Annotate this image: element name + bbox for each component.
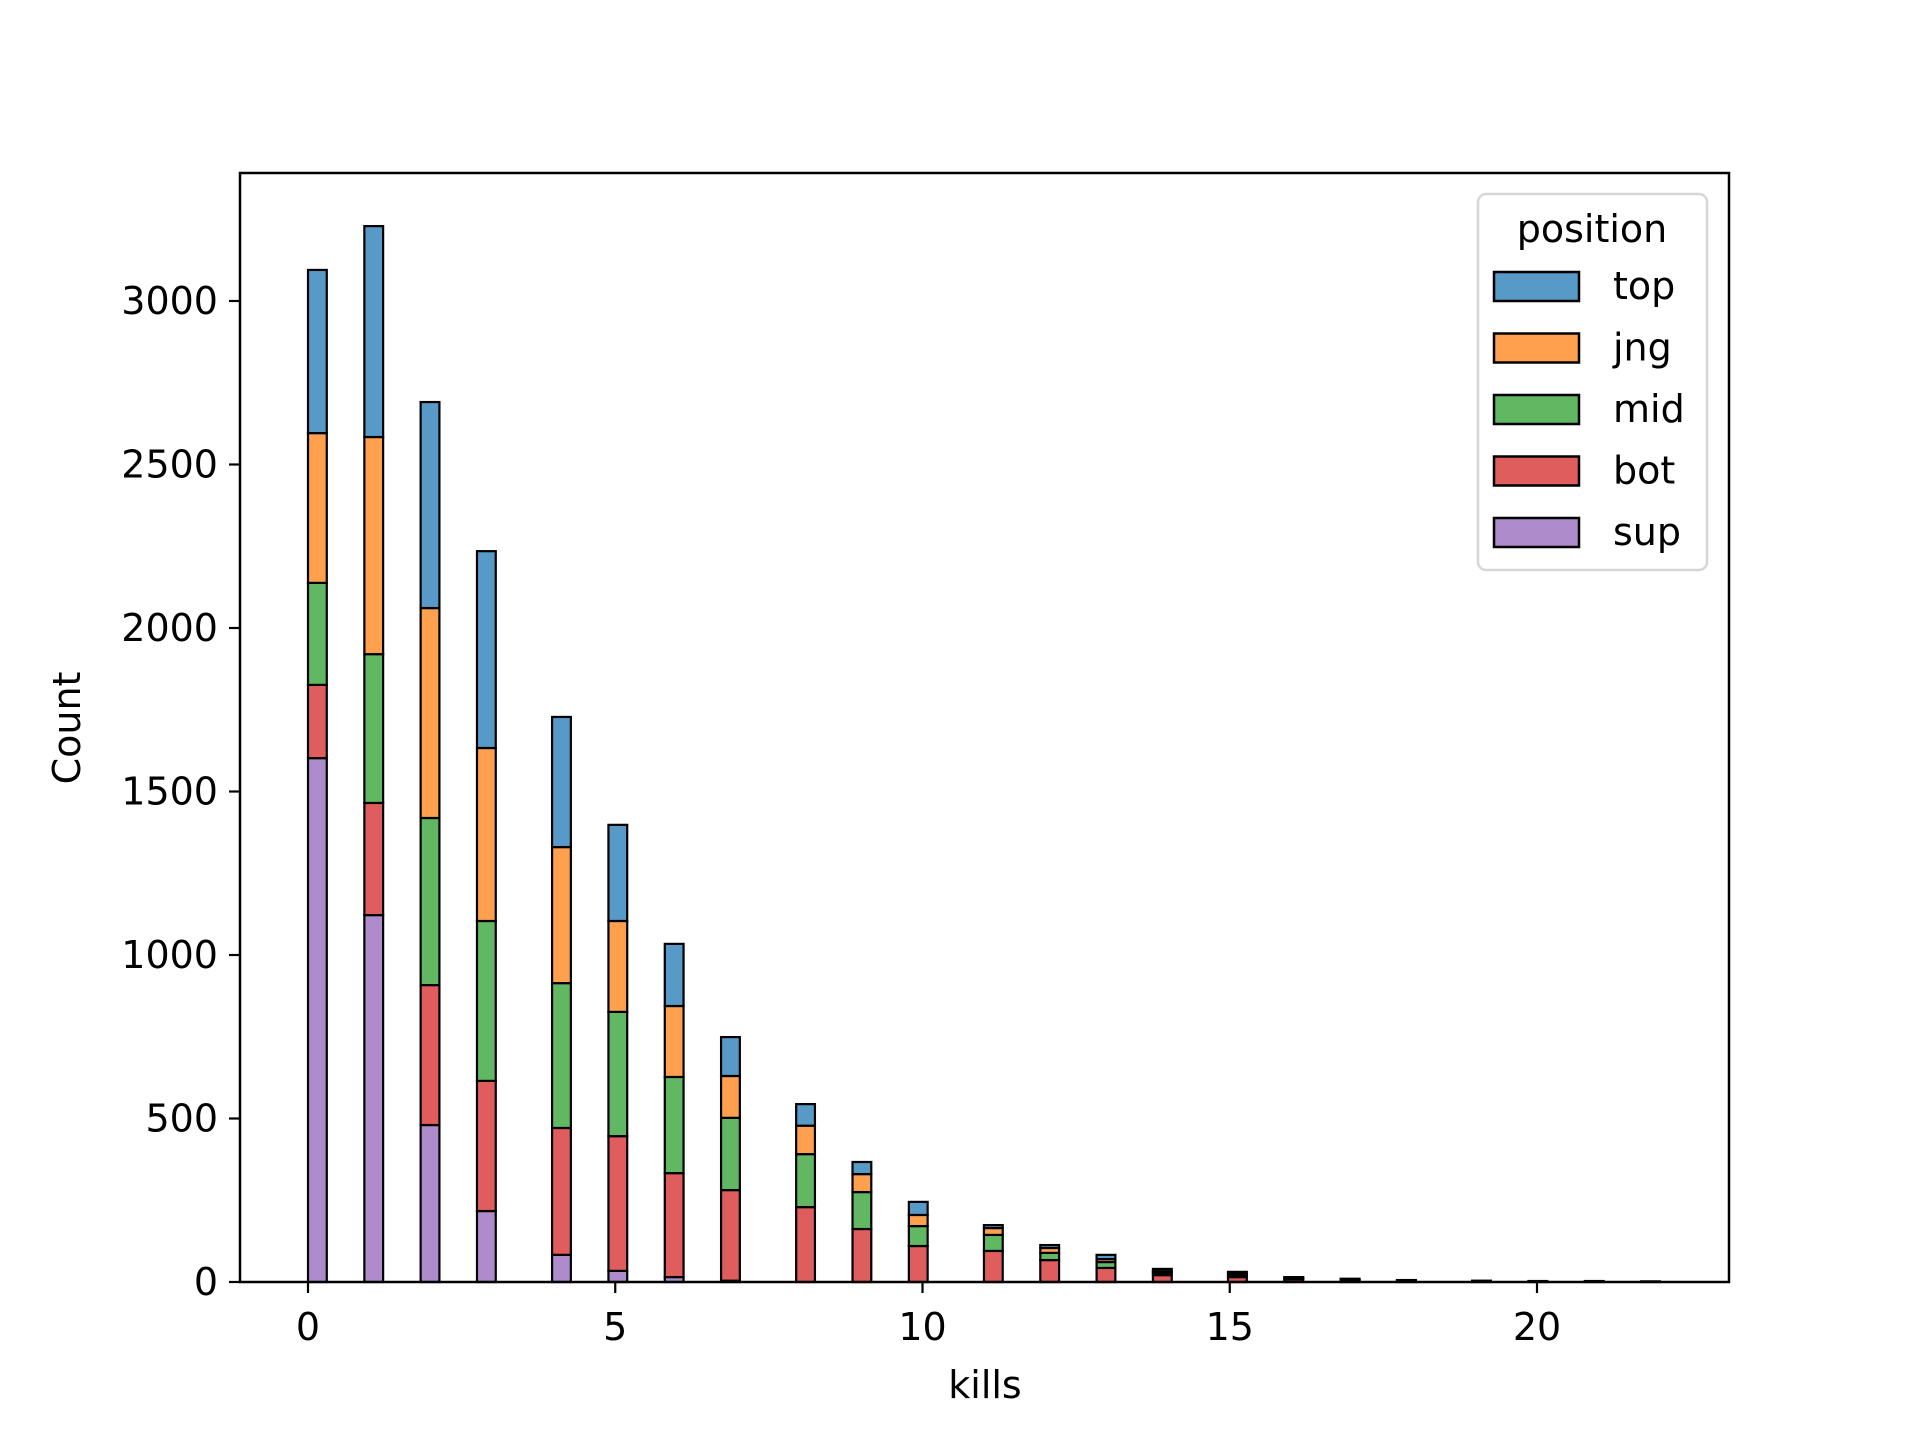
bar-segment-top-kills-10 (909, 1202, 928, 1215)
x-tick-label: 15 (1206, 1305, 1254, 1349)
bar-segment-mid-kills-2 (421, 818, 440, 985)
y-axis-label: Count (45, 672, 89, 785)
bar-segment-jng-kills-6 (665, 1006, 684, 1077)
legend: position top jng mid bot sup (1478, 194, 1707, 570)
bar-segment-sup-kills-4 (552, 1255, 571, 1282)
legend-label: bot (1613, 449, 1675, 493)
legend-title: position (1517, 207, 1668, 251)
bar-segment-top-kills-8 (796, 1104, 815, 1126)
bar-segment-mid-kills-5 (608, 1012, 627, 1136)
bar-segment-top-kills-6 (665, 944, 684, 1006)
bar-segment-bot-kills-13 (1097, 1268, 1116, 1282)
bar-segment-top-kills-11 (984, 1225, 1003, 1228)
bar-segment-top-kills-5 (608, 825, 627, 921)
bar-segment-jng-kills-10 (909, 1215, 928, 1226)
bar-segment-jng-kills-2 (421, 608, 440, 818)
bar-segment-jng-kills-0 (308, 433, 327, 583)
legend-swatch-mid (1494, 395, 1579, 424)
bar-segment-top-kills-2 (421, 402, 440, 608)
legend-swatch-jng (1494, 334, 1579, 363)
bar-segment-sup-kills-0 (308, 758, 327, 1282)
bar-segment-bot-kills-6 (665, 1173, 684, 1277)
y-tick-label: 500 (145, 1097, 218, 1141)
bar-segment-mid-kills-8 (796, 1154, 815, 1207)
y-tick-label: 3000 (121, 279, 218, 323)
legend-label: mid (1613, 387, 1685, 431)
bar-segment-mid-kills-7 (721, 1118, 740, 1190)
legend-label: top (1613, 264, 1675, 308)
x-axis-label: kills (948, 1363, 1021, 1407)
legend-label: sup (1613, 510, 1681, 554)
bar-segment-jng-kills-1 (364, 437, 383, 654)
bar-segment-sup-kills-3 (477, 1211, 496, 1282)
x-tick-label: 0 (296, 1305, 320, 1349)
bar-segment-top-kills-12 (1040, 1245, 1059, 1248)
legend-swatch-sup (1494, 518, 1579, 547)
bar-segment-bot-kills-10 (909, 1246, 928, 1282)
bar-segment-top-kills-1 (364, 226, 383, 437)
x-tick-label: 5 (603, 1305, 627, 1349)
bar-segment-sup-kills-5 (608, 1271, 627, 1282)
bar-segment-top-kills-4 (552, 717, 571, 847)
bar-segment-jng-kills-4 (552, 847, 571, 983)
legend-swatch-top (1494, 272, 1579, 301)
legend-swatch-bot (1494, 457, 1579, 486)
bar-segment-mid-kills-11 (984, 1235, 1003, 1251)
bar-segment-bot-kills-2 (421, 985, 440, 1125)
bar-segment-sup-kills-2 (421, 1125, 440, 1282)
bar-segment-bot-kills-7 (721, 1190, 740, 1281)
bar-segment-mid-kills-9 (853, 1192, 872, 1229)
bar-segment-bot-kills-12 (1040, 1260, 1059, 1282)
bar-segment-bot-kills-0 (308, 685, 327, 758)
bar-segment-jng-kills-9 (853, 1174, 872, 1192)
bar-segment-bot-kills-8 (796, 1207, 815, 1282)
y-tick-label: 2500 (121, 443, 218, 487)
bar-segment-top-kills-17 (1341, 1279, 1360, 1280)
bar-segment-mid-kills-10 (909, 1226, 928, 1246)
bar-segment-top-kills-3 (477, 551, 496, 748)
bar-segment-top-kills-0 (308, 270, 327, 433)
bar-segment-jng-kills-3 (477, 748, 496, 921)
bar-segment-top-kills-9 (853, 1162, 872, 1174)
bar-segment-sup-kills-1 (364, 915, 383, 1282)
bar-segment-mid-kills-1 (364, 654, 383, 803)
bar-segment-top-kills-16 (1284, 1277, 1303, 1278)
bar-segment-top-kills-13 (1097, 1255, 1116, 1259)
bar-segment-bot-kills-5 (608, 1136, 627, 1271)
bar-segment-bot-kills-4 (552, 1128, 571, 1255)
x-tick-label: 20 (1513, 1305, 1561, 1349)
bar-segment-mid-kills-0 (308, 583, 327, 685)
bar-segment-bot-kills-1 (364, 803, 383, 915)
legend-label: jng (1612, 326, 1672, 370)
bar-segment-bot-kills-9 (853, 1229, 872, 1282)
bar-segment-jng-kills-8 (796, 1126, 815, 1154)
bar-segment-bot-kills-11 (984, 1251, 1003, 1282)
bar-segment-mid-kills-4 (552, 983, 571, 1128)
y-tick-label: 2000 (121, 606, 218, 650)
y-tick-label: 1500 (121, 770, 218, 814)
bar-segment-top-kills-14 (1153, 1269, 1172, 1271)
bar-segment-mid-kills-6 (665, 1077, 684, 1173)
x-tick-label: 10 (898, 1305, 946, 1349)
bar-segment-mid-kills-3 (477, 921, 496, 1081)
y-tick-label: 0 (194, 1260, 218, 1304)
bar-segment-top-kills-15 (1228, 1272, 1247, 1274)
bar-segment-bot-kills-3 (477, 1081, 496, 1211)
y-tick-label: 1000 (121, 933, 218, 977)
bar-segment-jng-kills-5 (608, 921, 627, 1012)
bar-segment-top-kills-7 (721, 1037, 740, 1076)
bar-segment-jng-kills-7 (721, 1076, 740, 1118)
